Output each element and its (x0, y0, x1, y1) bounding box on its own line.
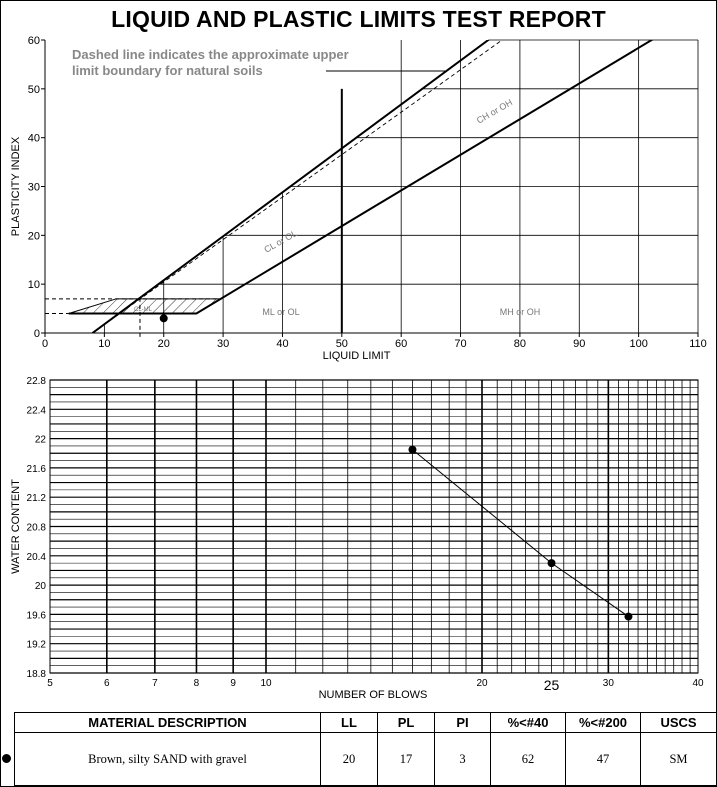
summary-header-cell: USCS (640, 712, 717, 733)
y-tick-label: 60 (28, 35, 40, 47)
x-tick-label: 110 (689, 338, 707, 350)
x-tick-label: 10 (98, 338, 110, 350)
x-tick-label: 20 (158, 338, 170, 350)
x-tick-label: 90 (573, 338, 585, 350)
y-tick-label: 19.6 (27, 610, 47, 621)
summary-cell: 17 (377, 732, 435, 786)
summary-header-row: MATERIAL DESCRIPTION LL PL PI %<#40 %<#200 USC… (14, 712, 717, 733)
x-tick-label: 8 (194, 678, 200, 689)
x-tick-label: 100 (629, 338, 647, 350)
x-tick-label: 6 (104, 678, 110, 689)
summary-cell: 3 (434, 732, 491, 786)
y-axis-label: PLASTICITY INDEX (10, 136, 22, 236)
y-tick-label: 19.2 (27, 640, 47, 651)
a-line (68, 40, 654, 315)
x-axis-label: NUMBER OF BLOWS (319, 689, 428, 701)
summary-row: Brown, silty SAND with gravel 20 17 3 62 47 SM (14, 732, 717, 786)
y-tick-label: 18.8 (27, 669, 47, 680)
summary-header-cell: PI (434, 712, 491, 733)
y-tick-label: 22 (35, 435, 47, 446)
x-axis-label: LIQUID LIMIT (323, 350, 391, 362)
summary-header-cell: %<#200 (565, 712, 641, 733)
grid (49, 379, 699, 674)
x-tick-label: 30 (217, 338, 229, 350)
y-tick-label: 21.2 (27, 493, 47, 504)
y-tick-label: 10 (28, 279, 40, 291)
sample-marker-icon (2, 754, 11, 763)
summary-header-cell: MATERIAL DESCRIPTION (14, 712, 321, 733)
x-tick-label: 9 (230, 678, 236, 689)
flow-curve-chart: 18.8 19.2 19.6 20 20.4 20.8 21.2 21.6 22 22.4 22.8… (10, 376, 704, 701)
summary-header-cell: %<#40 (490, 712, 566, 733)
x-tick-label: 40 (692, 678, 704, 689)
x-tick-label: 30 (603, 678, 615, 689)
summary-cell: 20 (320, 732, 378, 786)
x-tick-label: 60 (395, 338, 407, 350)
flow-curve-line (412, 449, 629, 618)
y-tick-label: 22.8 (27, 376, 47, 387)
summary-cell: 62 (490, 732, 566, 786)
annotation-line-1: Dashed line indicates the approximate up… (72, 47, 349, 62)
x-tick-label: 40 (276, 338, 288, 350)
zone-label-cl-ol: CL or OL (262, 228, 298, 255)
y-tick-label: 50 (28, 84, 40, 96)
x-tick-label: 10 (260, 678, 272, 689)
x-tick-label: 70 (454, 338, 466, 350)
plot-border (49, 379, 699, 674)
y-tick-label: 40 (28, 133, 40, 145)
grid (103, 39, 699, 333)
y-axis-label: WATER CONTENT (10, 479, 22, 574)
summary-cell: SM (640, 732, 717, 786)
x-tick-label: 50 (336, 338, 348, 350)
y-tick-label: 20 (35, 581, 47, 592)
y-tick-label: 20 (28, 230, 40, 242)
summary-header-cell: LL (320, 712, 378, 733)
x-tick-label: 5 (47, 678, 53, 689)
flow-data-point (624, 612, 633, 621)
y-tick-label: 30 (28, 182, 40, 194)
data-point (159, 314, 168, 323)
u-line (91, 40, 490, 333)
y-tick-label: 20.4 (27, 552, 47, 563)
zone-label-mh-oh: MH or OH (500, 307, 541, 317)
flow-data-point (408, 445, 417, 454)
plasticity-chart: 0 10 20 30 40 50 60 0 10 20 30 40 50 60 70 80 90 100 110 LI… (10, 35, 707, 362)
y-tick-label: 21.6 (27, 464, 47, 475)
y-tick-label: 22.4 (27, 405, 47, 416)
y-tick-label: 20.8 (27, 523, 47, 534)
summary-table: MATERIAL DESCRIPTION LL PL PI %<#40 %<#200 USC… (14, 712, 717, 786)
axes (41, 39, 699, 337)
zone-label-ml-ol: ML or OL (262, 307, 299, 317)
x-tick-label: 20 (476, 678, 488, 689)
summary-header-cell: PL (377, 712, 435, 733)
flow-data-point (547, 559, 556, 568)
x-tick-label: 25 (544, 677, 560, 693)
report-title: LIQUID AND PLASTIC LIMITS TEST REPORT (111, 6, 606, 32)
x-tick-label: 7 (152, 678, 158, 689)
annotation-line-2: limit boundary for natural soils (72, 63, 263, 78)
x-tick-label: 0 (42, 338, 48, 350)
summary-cell: Brown, silty SAND with gravel (14, 732, 321, 786)
y-tick-label: 0 (34, 328, 40, 340)
zone-label-ch-oh: CH or OH (475, 97, 514, 125)
x-tick-label: 80 (514, 338, 526, 350)
summary-cell: 47 (565, 732, 641, 786)
zone-label-cl-ml: CL-ML (134, 307, 153, 313)
